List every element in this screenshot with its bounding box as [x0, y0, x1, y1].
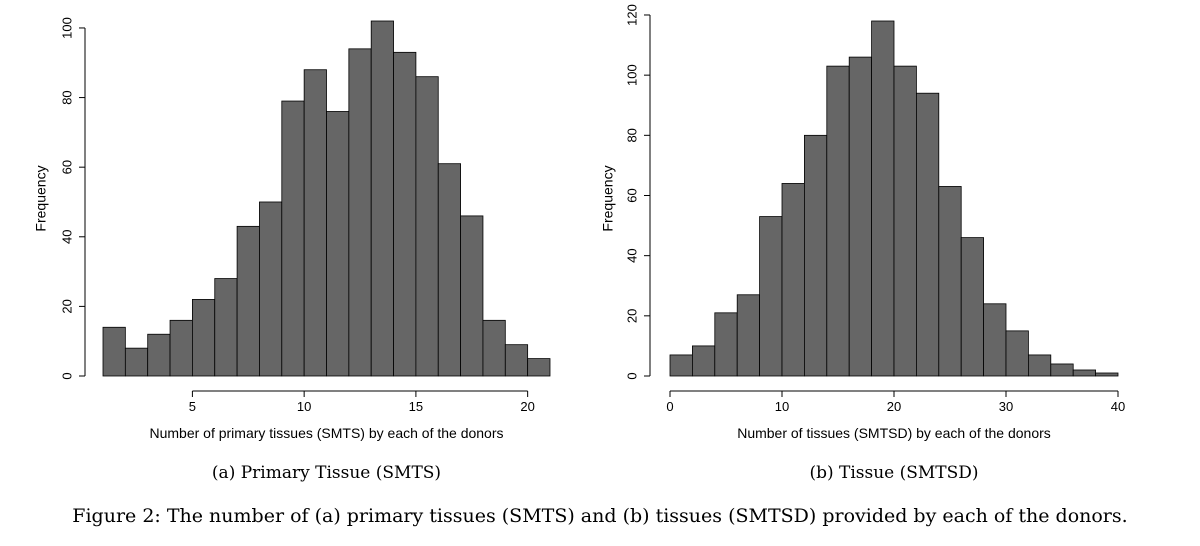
histogram-bar	[848, 56, 873, 377]
histogram-bar	[960, 237, 985, 377]
histogram-bar	[736, 294, 761, 377]
figure-caption: Figure 2: The number of (a) primary tiss…	[72, 505, 1128, 527]
panel-a-primary-tissue: 5 10 15 20 0 20 40 60 80 100 Number of primary tis…	[33, 17, 551, 483]
histogram-bar	[527, 358, 551, 377]
histogram-bar	[147, 333, 171, 377]
x-tick-label: 0	[666, 399, 673, 414]
histogram-bar	[370, 20, 394, 377]
y-tick-label: 0	[59, 372, 74, 379]
histogram-bar	[437, 163, 462, 377]
y-tick-label: 20	[624, 309, 639, 323]
y-tick-label: 100	[59, 17, 74, 39]
histogram-bar	[916, 92, 940, 377]
y-tick-label: 40	[624, 248, 639, 262]
x-axis-label: Number of tissues (SMTSD) by each of the…	[737, 425, 1051, 441]
histogram-bar	[326, 111, 350, 377]
y-tick-label: 20	[59, 299, 74, 313]
histogram-bar	[482, 319, 506, 377]
histogram-bar	[893, 65, 917, 377]
subfigure-caption: (a) Primary Tissue (SMTS)	[212, 463, 441, 483]
histogram-bar	[1072, 369, 1096, 377]
y-tick-label: 80	[59, 90, 74, 104]
y-axis-label: Frequency	[33, 165, 49, 231]
histogram-bar	[871, 20, 895, 377]
histogram-bar	[826, 65, 850, 377]
histogram-bar	[1005, 330, 1029, 377]
histogram-bar	[1050, 363, 1074, 377]
x-tick-label: 20	[887, 399, 901, 414]
histogram-bar	[759, 216, 783, 377]
histogram-bar	[281, 100, 305, 377]
y-tick-label: 40	[59, 230, 74, 244]
histogram-bar	[669, 354, 693, 377]
subfigure-caption: (b) Tissue (SMTSD)	[809, 463, 978, 483]
histogram-bar	[169, 319, 193, 377]
histogram-bar	[259, 201, 283, 377]
histogram-bar	[781, 183, 805, 377]
histogram-bar	[983, 303, 1007, 377]
y-axis-label: Frequency	[600, 165, 616, 231]
histogram-bar	[191, 299, 216, 377]
panel-b-tissue: 0 10 20 30 40 0 20 40 60 80 100 120 Number of tissue…	[600, 4, 1126, 483]
x-tick-label: 5	[189, 399, 196, 414]
x-tick-label: 30	[999, 399, 1013, 414]
histogram-bar	[692, 345, 716, 377]
x-tick-label: 20	[520, 399, 534, 414]
histogram-bar	[393, 51, 417, 377]
histogram-bar	[1095, 372, 1119, 377]
histogram-bar	[214, 278, 238, 377]
y-tick-label: 100	[624, 64, 639, 86]
x-tick-label: 10	[297, 399, 311, 414]
histogram-bar	[236, 225, 260, 377]
histogram-bar	[348, 48, 372, 377]
y-tick-label: 0	[624, 372, 639, 379]
histogram-bar	[124, 347, 149, 377]
x-tick-label: 15	[409, 399, 423, 414]
histogram-bar	[303, 69, 327, 377]
x-tick-label: 10	[775, 399, 789, 414]
y-tick-label: 120	[624, 4, 639, 26]
histogram-bar	[938, 186, 962, 377]
histogram-bar	[804, 134, 828, 377]
x-tick-label: 40	[1111, 399, 1125, 414]
histogram-bar	[102, 326, 126, 377]
histogram-bar	[1028, 354, 1052, 377]
histogram-bar	[460, 215, 484, 377]
histogram-bar	[504, 344, 529, 377]
y-tick-label: 60	[624, 188, 639, 202]
x-axis-label: Number of primary tissues (SMTS) by each…	[149, 425, 503, 441]
y-tick-label: 80	[624, 128, 639, 142]
histogram-bar	[415, 76, 439, 377]
histogram-bar	[714, 312, 738, 377]
y-tick-label: 60	[59, 160, 74, 174]
